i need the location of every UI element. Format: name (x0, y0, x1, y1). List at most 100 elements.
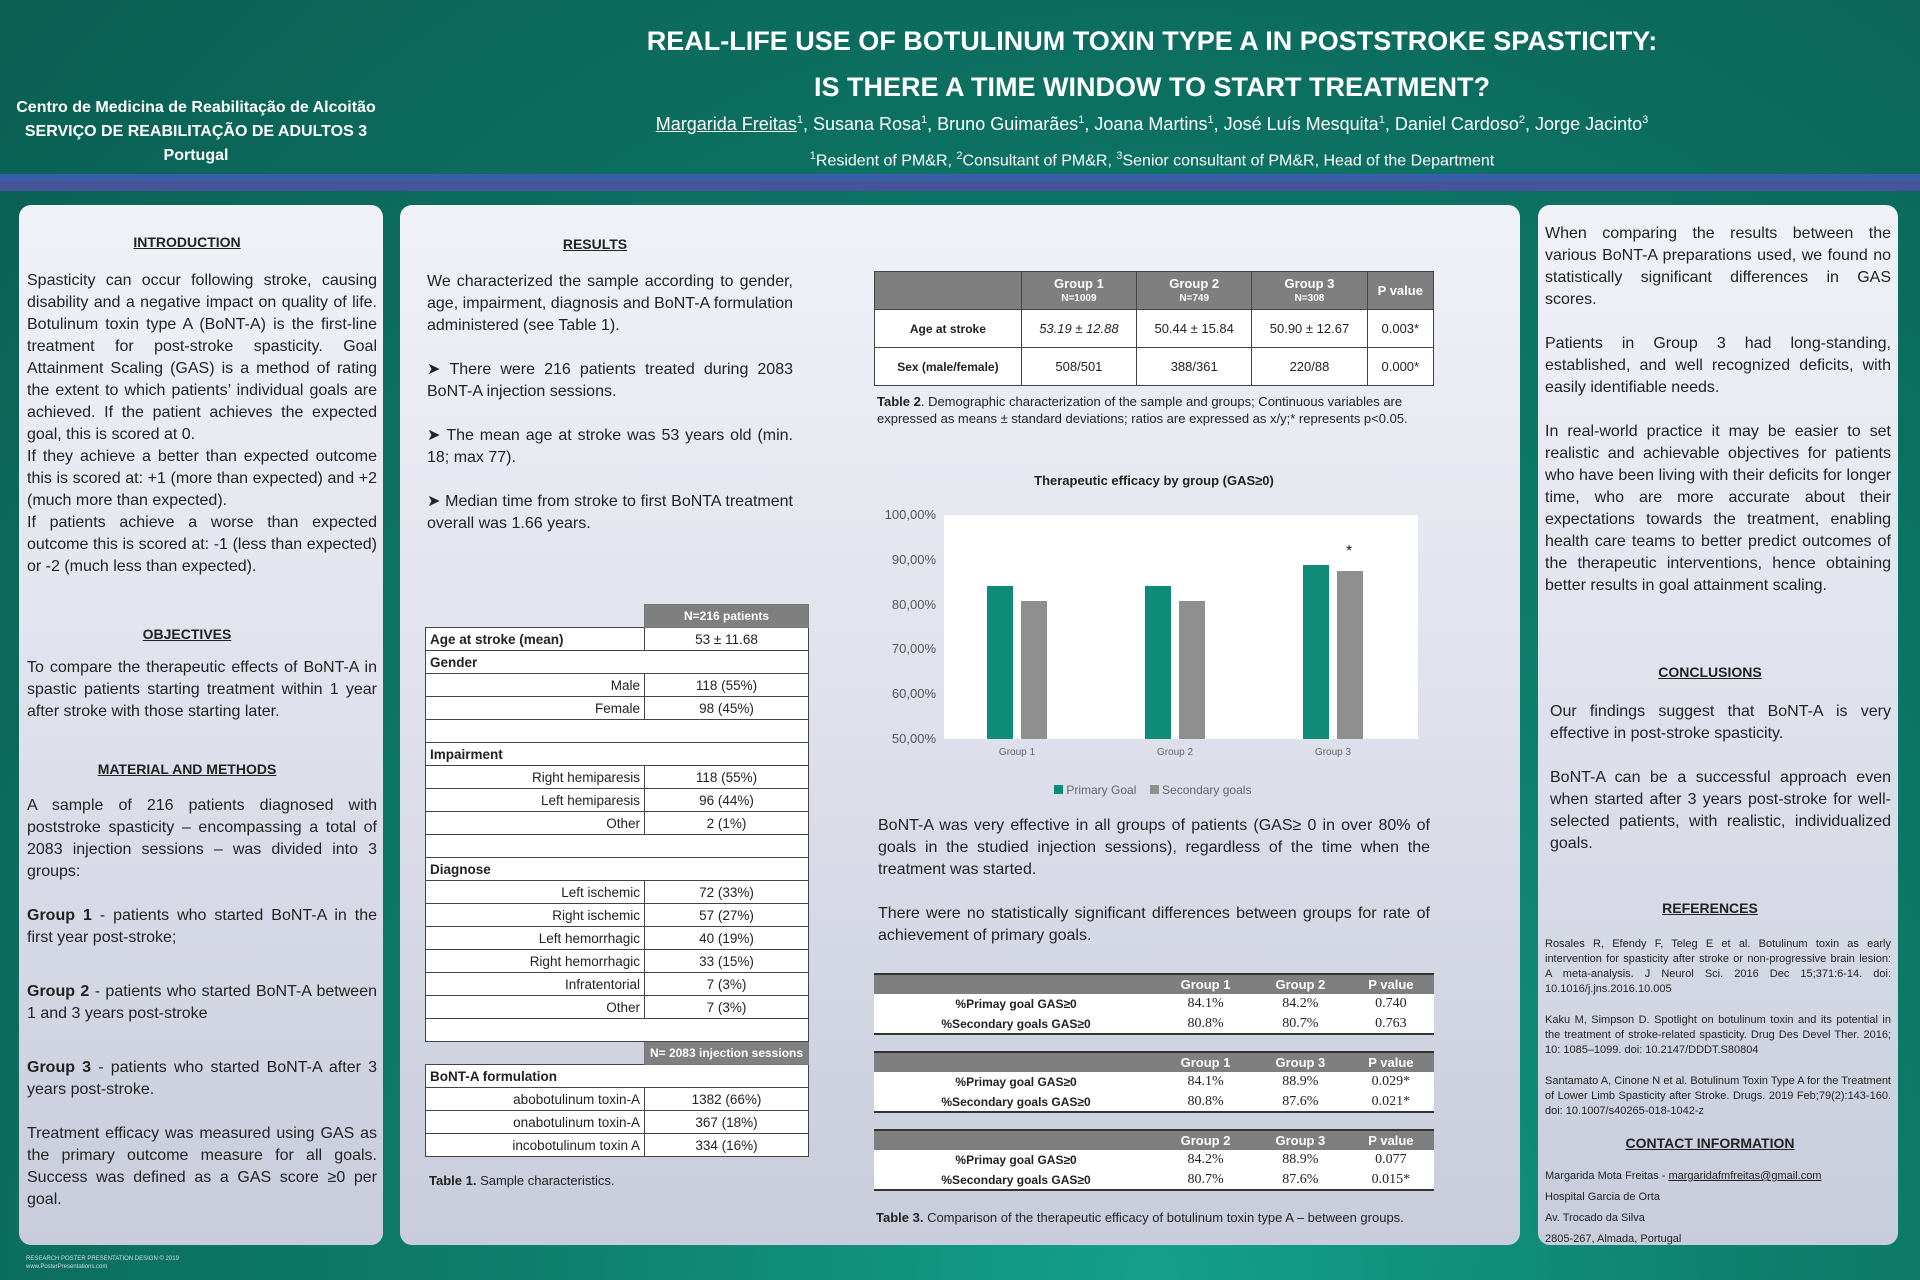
row-label: Right hemiparesis (425, 765, 645, 789)
group-header-cell: Group 2 N=749 (1136, 271, 1253, 310)
row-label: Age at stroke (mean) (425, 627, 645, 651)
middle-column: RESULTS We characterized the sample acco… (400, 205, 1520, 1245)
table-spacer-row (425, 1018, 809, 1042)
table-row: incobotulinum toxin A 334 (16%) (425, 1133, 809, 1157)
row-value: 80.7% (1252, 1014, 1348, 1035)
table-header-cell: N=216 patients (644, 604, 809, 628)
row-value: 367 (18%) (644, 1110, 809, 1134)
poster-title: REAL-LIFE USE OF BOTULINUM TOXIN TYPE A … (392, 18, 1912, 110)
legend-primary-label: Primary Goal (1066, 783, 1137, 797)
table-header-cell: P value (1347, 1051, 1434, 1072)
row-value: 118 (55%) (644, 673, 809, 697)
table-header-row: Group 1 N=1009 Group 2 N=749 Group 3 N=308 P v… (874, 271, 1435, 310)
row-label: %Primay goal GAS≥0 (874, 1150, 1159, 1170)
section-label: Diagnose (425, 857, 809, 881)
title-line-2: IS THERE A TIME WINDOW TO START TREATMEN… (814, 72, 1490, 102)
row-label: Infratentorial (425, 972, 645, 996)
methods-paragraph-1: A sample of 216 patients diagnosed with … (27, 797, 377, 880)
table-header-row: N=216 patients (426, 604, 809, 628)
table-1-caption: Table 1. Sample characteristics. (429, 1173, 615, 1188)
contact-heading: CONTACT INFORMATION (1625, 1135, 1795, 1151)
contact-email-link[interactable]: margaridafmfreitas@gmail.com (1668, 1170, 1822, 1182)
row-value: 88.9% (1252, 1150, 1348, 1170)
conclusions-paragraph-2: BoNT-A can be a successful approach even… (1550, 769, 1891, 852)
methods-paragraph-last: Treatment efficacy was measured using GA… (27, 1125, 377, 1208)
author-affiliation-mark: 3 (1642, 114, 1649, 126)
results-heading: RESULTS (562, 236, 628, 252)
table-spacer-row (425, 834, 809, 858)
row-value: 1382 (66%) (644, 1087, 809, 1111)
row-label: Other (425, 811, 645, 835)
table-row: %Secondary goals GAS≥0 80.7% 87.6% 0.015* (874, 1170, 1434, 1191)
methods-heading: MATERIAL AND METHODS (97, 761, 277, 777)
country: Portugal (163, 147, 229, 164)
row-label: Right ischemic (425, 903, 645, 927)
group-2-definition: Group 2 - patients who started BoNT-A be… (27, 983, 377, 1022)
chart-discussion-2: There were no statistically significant … (878, 905, 1430, 944)
table-row: %Secondary goals GAS≥0 80.8% 80.7% 0.763 (874, 1014, 1434, 1035)
row-value: 88.9% (1252, 1072, 1348, 1092)
row-value: 84.1% (1158, 1072, 1253, 1092)
row-value: 84.2% (1158, 1150, 1253, 1170)
table-row: onabotulinum toxin-A 367 (18%) (425, 1110, 809, 1134)
chart-legend: Primary Goal Secondary goals (1054, 783, 1354, 797)
table-header-cell: Group 2 (1252, 973, 1348, 994)
chart-title: Therapeutic efficacy by group (GAS≥0) (1034, 473, 1274, 488)
row-label: %Secondary goals GAS≥0 (874, 1092, 1159, 1113)
table-section-row: BoNT-A formulation (425, 1064, 809, 1088)
group-3-definition: Group 3 - patients who started BoNT-A af… (27, 1059, 378, 1098)
affiliation-mark: 3 (1116, 150, 1123, 162)
table-row: abobotulinum toxin-A 1382 (66%) (425, 1087, 809, 1111)
left-column: INTRODUCTION Spasticity can occur follow… (19, 205, 383, 1245)
table-row: Female 98 (45%) (425, 696, 809, 720)
references-heading: REFERENCES (1662, 900, 1758, 916)
contact-city: 2805-267, Almada, Portugal (1545, 1233, 1682, 1245)
author-affiliation-mark: 1 (1078, 114, 1085, 126)
row-pvalue: 0.000* (1366, 347, 1435, 386)
row-label: %Secondary goals GAS≥0 (874, 1014, 1159, 1035)
intro-text: Spasticity can occur following stroke, c… (27, 270, 377, 578)
row-label: Sex (male/female) (874, 347, 1022, 386)
table-3-caption: Table 3. Comparison of the therapeutic e… (876, 1210, 1404, 1225)
discussion-text: When comparing the results between the v… (1545, 223, 1891, 597)
affiliation-text: Resident of PM&R, (815, 152, 957, 170)
y-tick-label: 60,00% (891, 686, 936, 702)
contact-name: Margarida Mota Freitas - margaridafmfrei… (1545, 1170, 1822, 1182)
table-row: Male 118 (55%) (425, 673, 809, 697)
references-list: Rosales R, Efendy F, Teleg E et al. Botu… (1545, 937, 1891, 1119)
row-value: 118 (55%) (644, 765, 809, 789)
bar-primary-group-2 (1145, 585, 1171, 739)
row-label: Other (425, 995, 645, 1019)
row-value: 33 (15%) (644, 949, 809, 973)
methods-text: A sample of 216 patients diagnosed with … (27, 795, 377, 1211)
table-section-row: Gender (425, 650, 809, 674)
table-row: Other 7 (3%) (425, 995, 809, 1019)
row-label: %Secondary goals GAS≥0 (874, 1170, 1159, 1191)
row-value: 50.90 ± 12.67 (1251, 309, 1368, 348)
table-header-cell: Group 3 (1252, 1129, 1348, 1150)
legend-secondary-swatch (1149, 785, 1159, 794)
section-label: Impairment (425, 742, 809, 766)
affiliation-text: Consultant of PM&R, (962, 152, 1117, 170)
intro-paragraph-1: Spasticity can occur following stroke, c… (27, 272, 377, 443)
table-row: %Primay goal GAS≥0 84.2% 88.9% 0.077 (874, 1150, 1434, 1170)
x-tick-label: Group 2 (1156, 747, 1194, 758)
legend-primary-swatch (1054, 785, 1063, 794)
row-value: 0.740 (1347, 994, 1434, 1014)
reference-item: Santamato A, Cinone N et al. Botulinum T… (1545, 1075, 1891, 1117)
discussion-paragraph-2: Patients in Group 3 had long-standing, e… (1545, 335, 1891, 396)
row-label: %Primay goal GAS≥0 (874, 1072, 1159, 1092)
table-row: Left hemiparesis 96 (44%) (425, 788, 809, 812)
row-value: 84.1% (1158, 994, 1253, 1014)
right-column: When comparing the results between the v… (1538, 205, 1898, 1245)
intro-paragraph-3: If patients achieve a worse than expecte… (27, 514, 377, 575)
bar-secondary-group-2 (1179, 601, 1205, 739)
row-label: %Primay goal GAS≥0 (874, 994, 1159, 1014)
affiliations-line: 1Resident of PM&R, 2Consultant of PM&R, … (392, 150, 1912, 170)
y-tick-label: 50,00% (891, 731, 936, 746)
group-name: Group 2 (1169, 275, 1220, 291)
row-value: 53 ± 11.68 (644, 627, 809, 651)
